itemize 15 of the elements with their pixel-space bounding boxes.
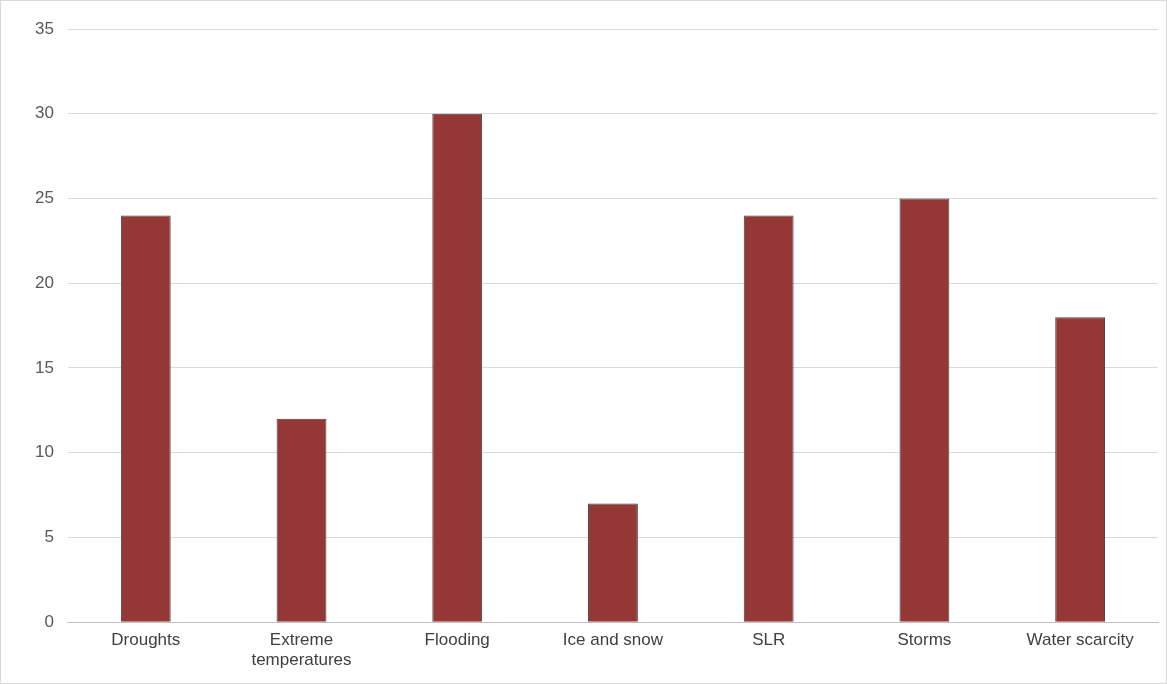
y-tick-label: 10	[34, 442, 54, 462]
x-tick-label: SLR	[752, 630, 786, 650]
y-tick-label: 25	[34, 188, 54, 208]
y-tick-label: 5	[44, 527, 54, 547]
x-tick-label: Water scarcity	[1026, 630, 1135, 650]
x-tick-label: Flooding	[424, 630, 490, 650]
y-tick-label: 20	[34, 272, 54, 292]
x-tick-label: Droughts	[111, 630, 181, 650]
y-tick-label: 0	[44, 611, 54, 631]
y-tick-label: 15	[34, 357, 54, 377]
x-tick-label: Storms	[897, 630, 952, 650]
x-tick-label: Extreme temperatures	[251, 630, 352, 670]
y-tick-label: 35	[34, 18, 54, 38]
x-tick-label: Ice and snow	[562, 630, 664, 650]
y-tick-label: 30	[34, 103, 54, 123]
